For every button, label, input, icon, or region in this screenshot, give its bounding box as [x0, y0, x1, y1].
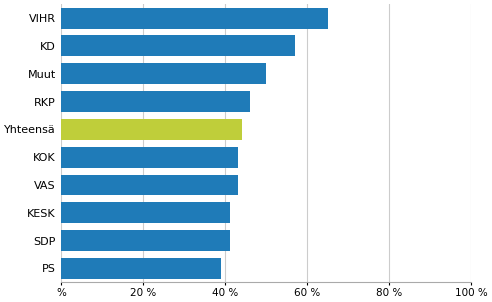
- Bar: [62, 8, 328, 28]
- Bar: [62, 119, 242, 140]
- Bar: [62, 175, 238, 195]
- Bar: [62, 147, 238, 168]
- Bar: [62, 63, 267, 84]
- Bar: [62, 258, 221, 279]
- Bar: [62, 35, 295, 56]
- Bar: [62, 230, 230, 251]
- Bar: [62, 202, 230, 223]
- Bar: [62, 91, 250, 112]
